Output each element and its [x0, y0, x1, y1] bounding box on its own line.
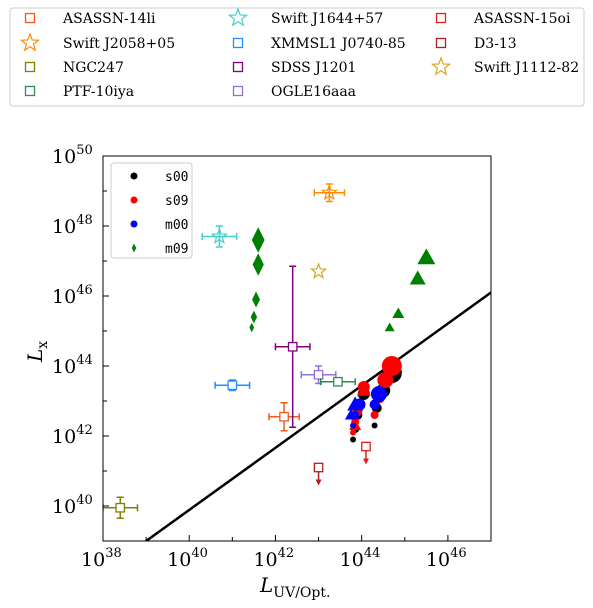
model-m00-point: [353, 398, 366, 411]
legend-marker: [130, 172, 138, 180]
model-m09-point: [250, 310, 258, 324]
x-tick-label: 1044: [340, 546, 381, 571]
y-tick-label: 1046: [52, 283, 93, 308]
legend-label: m09: [165, 242, 188, 257]
observed-swift-j1112-82: [309, 262, 328, 279]
model-m00-point: [370, 386, 387, 402]
fit-line-path: [145, 291, 491, 541]
observed-ogle16aaa: [313, 369, 324, 380]
legend-label: Swift J1112-82: [474, 60, 579, 76]
inner-legend-box: [110, 162, 193, 259]
upper-limit-arrowhead: [315, 479, 322, 486]
top-legend-box: [9, 7, 585, 107]
model-s09-point: [377, 372, 394, 388]
legend-label: XMMSL1 J0740-85: [271, 36, 406, 52]
model-m09-point: [252, 291, 261, 308]
observed-swift-j1644-57: [210, 227, 229, 244]
plot-frame: [102, 155, 492, 542]
model-s00-point: [350, 436, 357, 443]
legend-label: NGC247: [63, 60, 124, 76]
legend-marker: [232, 85, 244, 97]
model-m09-point: [251, 227, 265, 253]
model-s00-point: [371, 422, 378, 429]
y-tick-label: 1048: [52, 213, 93, 238]
top-legend: ASASSN-14li Swift J1644+57 ASASSN-15oi Swif…: [19, 7, 579, 100]
x-tick-label: 1042: [253, 546, 294, 571]
observed-ngc247: [115, 502, 126, 513]
x-axis-label: LUV/Opt.: [259, 573, 330, 601]
observed-asassn-15oi: [361, 441, 371, 452]
legend-label: OGLE16aaa: [271, 84, 356, 100]
model-s09-point: [370, 411, 379, 419]
legend-label: SDSS J1201: [271, 60, 356, 76]
legend-marker: [232, 37, 244, 49]
model-triangle-green: [409, 270, 426, 285]
legend-label: ASASSN-15oi: [473, 11, 571, 27]
legend-marker: [24, 61, 36, 73]
y-tick-label: 1042: [52, 423, 93, 448]
model-s09-point: [350, 429, 357, 436]
model-m00-point: [350, 422, 357, 429]
model-triangle-green: [417, 248, 436, 265]
legend-label: ASASSN-14li: [62, 11, 156, 27]
legend-label: Swift J1644+57: [271, 11, 383, 27]
legend-marker: [227, 7, 249, 27]
y-tick-label: 1040: [52, 493, 93, 518]
model-m00-point: [369, 399, 380, 410]
legend-label: m00: [165, 218, 188, 233]
x-tick-label: 1046: [426, 546, 467, 571]
legend-label: D3-13: [474, 36, 517, 52]
x-tick-label: 1040: [167, 546, 208, 571]
legend-marker: [19, 32, 41, 52]
observed-d3-13: [313, 462, 324, 473]
legend-marker: [24, 12, 36, 24]
observed-xmmsl1-j0740-85: [227, 380, 238, 391]
model-m09-point: [249, 322, 255, 333]
legend-marker: [24, 85, 36, 97]
legend-marker: [435, 12, 447, 24]
legend-marker: [435, 37, 447, 49]
legend-label: s09: [165, 194, 188, 209]
legend-marker: [131, 243, 137, 253]
model-triangle-green: [392, 307, 405, 318]
observed-swift-j2058-05: [320, 183, 339, 201]
y-tick-label: 1050: [52, 143, 93, 168]
model-triangle-green: [384, 322, 395, 332]
legend-marker: [130, 196, 138, 204]
y-axis-label: Lx: [23, 341, 51, 363]
legend-label: PTF-10iya: [63, 84, 134, 100]
legend-marker: [232, 61, 244, 73]
y-axis-ticks: 1040 1042 1044 1046 1048 1050: [52, 143, 109, 542]
y-tick-label: 1044: [52, 353, 93, 378]
inner-legend: s00 s09 m00 m09: [130, 170, 188, 257]
legend-label: Swift J2058+05: [63, 36, 175, 52]
data-markers: [103, 183, 436, 519]
fit-line: [145, 291, 491, 541]
x-tick-label: 1038: [81, 546, 122, 571]
observed-ptf-10iya: [333, 376, 343, 387]
legend-marker: [430, 56, 452, 76]
model-m09-point: [252, 253, 264, 276]
model-triangle-red: [356, 383, 371, 396]
x-axis-ticks: 1038 1040 1042 1044 1046: [81, 535, 467, 571]
observed-sdss-j1201: [287, 341, 298, 352]
upper-limit-arrowhead: [362, 458, 369, 465]
model-m00-point: [351, 411, 360, 419]
model-s09-point: [381, 356, 402, 376]
legend-label: s00: [165, 170, 188, 185]
observed-asassn-14li: [279, 411, 289, 422]
legend-marker: [130, 220, 138, 228]
